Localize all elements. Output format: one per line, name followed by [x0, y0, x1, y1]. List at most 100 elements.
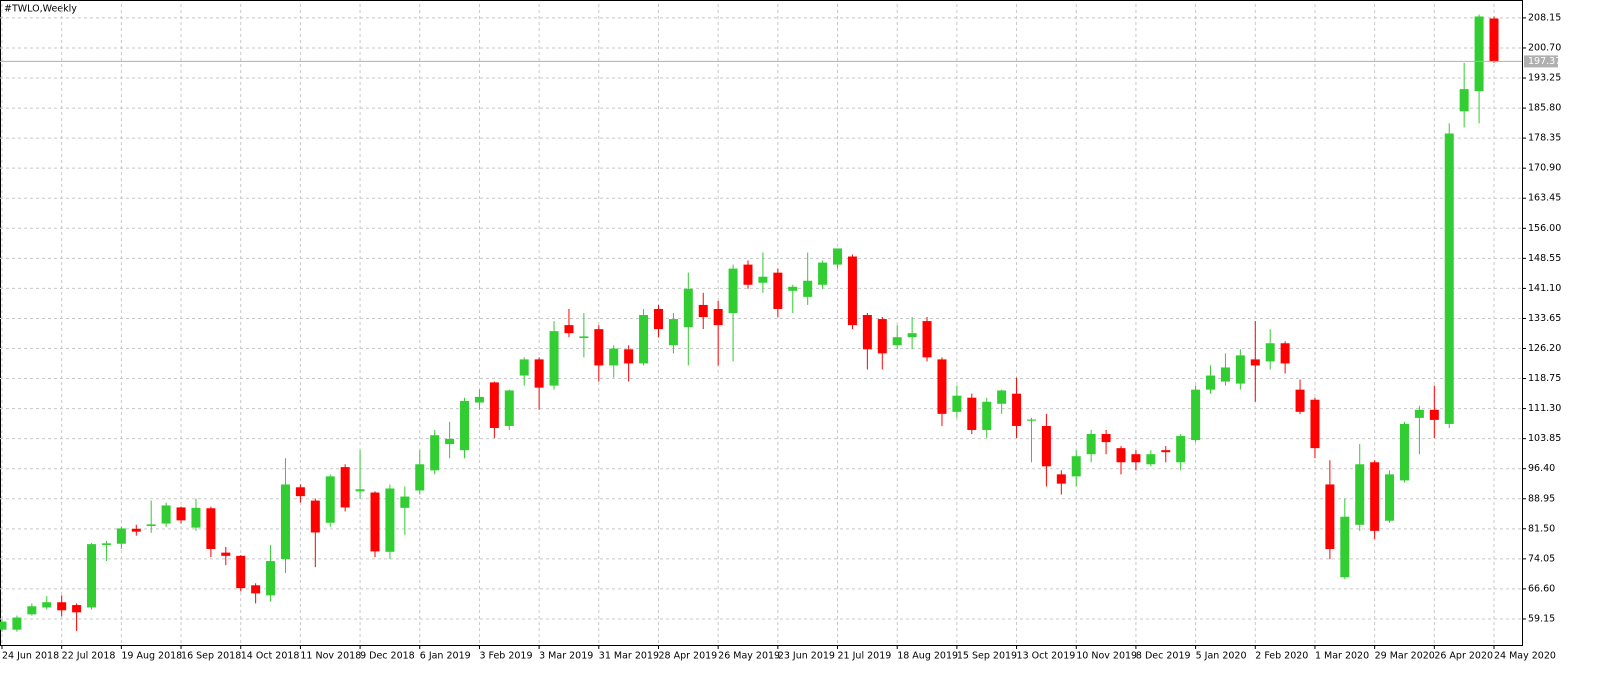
- candle-body: [758, 276, 768, 283]
- y-tick-label: 103.85: [1528, 433, 1561, 444]
- x-tick-label: 13 Oct 2019: [1017, 651, 1076, 662]
- candle-body: [922, 321, 932, 358]
- y-tick-label: 133.65: [1528, 313, 1561, 324]
- candle-body: [534, 359, 544, 388]
- candle-body: [355, 489, 365, 492]
- candle-body: [937, 359, 947, 414]
- candle-body: [221, 552, 231, 556]
- x-tick-label: 3 Feb 2019: [479, 651, 532, 662]
- x-tick-label: 23 Jun 2019: [778, 651, 835, 662]
- candle-body: [997, 390, 1007, 404]
- candle-body: [579, 336, 589, 339]
- candle-body: [131, 528, 141, 532]
- candle-body: [1071, 456, 1081, 477]
- candle-body: [72, 605, 82, 613]
- y-tick-label: 74.05: [1528, 553, 1555, 564]
- y-tick-label: 141.10: [1528, 283, 1561, 294]
- candle-body: [1206, 375, 1216, 390]
- candle-body: [1056, 474, 1066, 484]
- candle-body: [952, 395, 962, 412]
- y-tick-label: 200.70: [1528, 42, 1561, 53]
- y-tick-label: 59.15: [1528, 613, 1555, 624]
- candle-body: [773, 272, 783, 309]
- candle-body: [1176, 436, 1186, 463]
- candle-body: [698, 304, 708, 318]
- candle-body: [430, 435, 440, 471]
- candle-body: [42, 602, 52, 608]
- x-tick-label: 24 Jun 2018: [2, 651, 59, 662]
- x-tick-label: 6 Jan 2019: [420, 651, 471, 662]
- candle-body: [624, 349, 634, 364]
- x-tick-label: 1 Mar 2020: [1315, 651, 1369, 662]
- candle-body: [251, 585, 261, 594]
- candle-body: [1131, 454, 1141, 463]
- candle-body: [892, 337, 902, 346]
- x-tick-label: 22 Jul 2018: [62, 651, 116, 662]
- candle-body: [1325, 484, 1335, 549]
- candle-body: [1295, 389, 1305, 412]
- x-tick-label: 31 Mar 2019: [599, 651, 659, 662]
- candle-body: [818, 262, 828, 285]
- x-tick-label: 29 Mar 2020: [1375, 651, 1435, 662]
- candle-body: [833, 248, 843, 265]
- candle-body: [1474, 16, 1484, 92]
- candle-body: [1220, 367, 1230, 382]
- y-tick-label: 178.35: [1528, 133, 1561, 144]
- candle-body: [191, 507, 201, 528]
- candle-body: [280, 484, 290, 560]
- candle-body: [27, 606, 37, 615]
- x-tick-label: 21 Jul 2019: [838, 651, 892, 662]
- y-tick-label: 118.75: [1528, 373, 1561, 384]
- candle-body: [1429, 409, 1439, 420]
- candle-body: [445, 438, 455, 445]
- candle-body: [12, 617, 22, 630]
- candle-body: [1250, 359, 1260, 366]
- candle-body: [1340, 516, 1350, 578]
- candle-body: [1101, 434, 1111, 443]
- candle-body: [1444, 133, 1454, 424]
- x-tick-label: 8 Dec 2019: [1136, 651, 1191, 662]
- candle-body: [1116, 448, 1126, 463]
- candle-body: [743, 264, 753, 285]
- current-price-box: [1524, 55, 1558, 68]
- y-tick-label: 81.50: [1528, 523, 1555, 534]
- x-tick-label: 28 Apr 2019: [658, 651, 717, 662]
- candle-body: [1310, 399, 1320, 449]
- candle-body: [87, 544, 97, 608]
- candle-body: [982, 401, 992, 430]
- candle-body: [1026, 419, 1036, 421]
- candle-body: [1086, 434, 1096, 455]
- x-tick-label: 2 Feb 2020: [1255, 651, 1308, 662]
- candle-body: [639, 315, 649, 364]
- candle-body: [1399, 423, 1409, 481]
- chart-title: #TWLO,Weekly: [4, 4, 77, 15]
- candle-body: [907, 333, 917, 338]
- candle-body: [1012, 393, 1022, 426]
- candle-body: [728, 268, 738, 314]
- candle-body: [1414, 409, 1424, 418]
- candle-body: [847, 256, 857, 326]
- x-tick-label: 15 Sep 2019: [957, 651, 1017, 662]
- candle-body: [116, 528, 126, 544]
- x-tick-label: 3 Mar 2019: [539, 651, 593, 662]
- candle-body: [1489, 18, 1499, 62]
- candle-body: [1459, 89, 1469, 112]
- candle-body: [1385, 474, 1395, 521]
- y-tick-label: 208.15: [1528, 12, 1561, 23]
- candle-body: [594, 329, 604, 366]
- candle-body: [549, 331, 559, 386]
- candle-body: [609, 348, 619, 366]
- candle-body: [266, 561, 276, 596]
- candle-body: [504, 390, 514, 426]
- candle-body: [325, 476, 335, 523]
- candle-body: [683, 288, 693, 328]
- candle-body: [1235, 355, 1245, 384]
- y-tick-label: 111.30: [1528, 403, 1561, 414]
- x-tick-label: 11 Nov 2018: [300, 651, 361, 662]
- y-tick-label: 193.25: [1528, 73, 1561, 84]
- candle-body: [788, 286, 798, 291]
- y-tick-label: 126.20: [1528, 343, 1561, 354]
- candle-body: [310, 500, 320, 533]
- candle-body: [206, 508, 216, 549]
